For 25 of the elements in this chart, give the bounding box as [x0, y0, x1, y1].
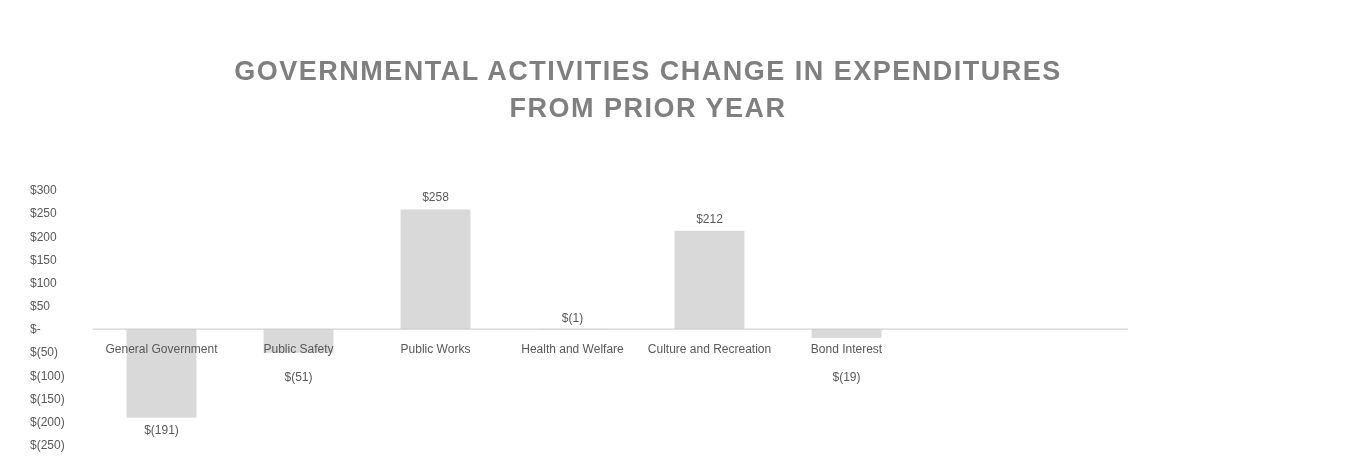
- y-tick-label: $(150): [30, 391, 65, 406]
- x-tick-label: Bond Interest: [810, 342, 883, 357]
- data-label: $258: [422, 190, 450, 205]
- x-tick-label: Health and Welfare: [521, 342, 625, 357]
- data-label: $(191): [144, 422, 179, 437]
- x-tick-label: Culture and Recreation: [647, 342, 772, 357]
- data-label: $(51): [284, 370, 313, 385]
- y-tick-label: $(50): [30, 345, 59, 360]
- y-tick-label: $250: [30, 206, 58, 221]
- x-tick-label: General Government: [105, 342, 219, 357]
- y-tick-label: $-: [30, 322, 41, 337]
- y-tick-label: $(100): [30, 368, 65, 383]
- y-tick-label: $50: [30, 299, 51, 314]
- chart-title: GOVERNMENTAL ACTIVITIES CHANGE IN EXPENDITURES FROM PRIOR YEAR: [234, 56, 1062, 123]
- y-tick-label: $300: [30, 183, 58, 198]
- y-tick-label: $200: [30, 229, 58, 244]
- x-tick-label: Public Safety: [263, 342, 334, 357]
- y-tick-label: $150: [30, 252, 58, 267]
- x-tick-label: Public Works: [400, 342, 471, 357]
- y-tick-label: $(250): [30, 438, 65, 453]
- data-label: $(1): [561, 310, 584, 325]
- data-label: $212: [696, 211, 724, 226]
- y-tick-label: $100: [30, 275, 58, 290]
- y-tick-label: $(200): [30, 415, 65, 430]
- data-label: $(19): [832, 370, 861, 385]
